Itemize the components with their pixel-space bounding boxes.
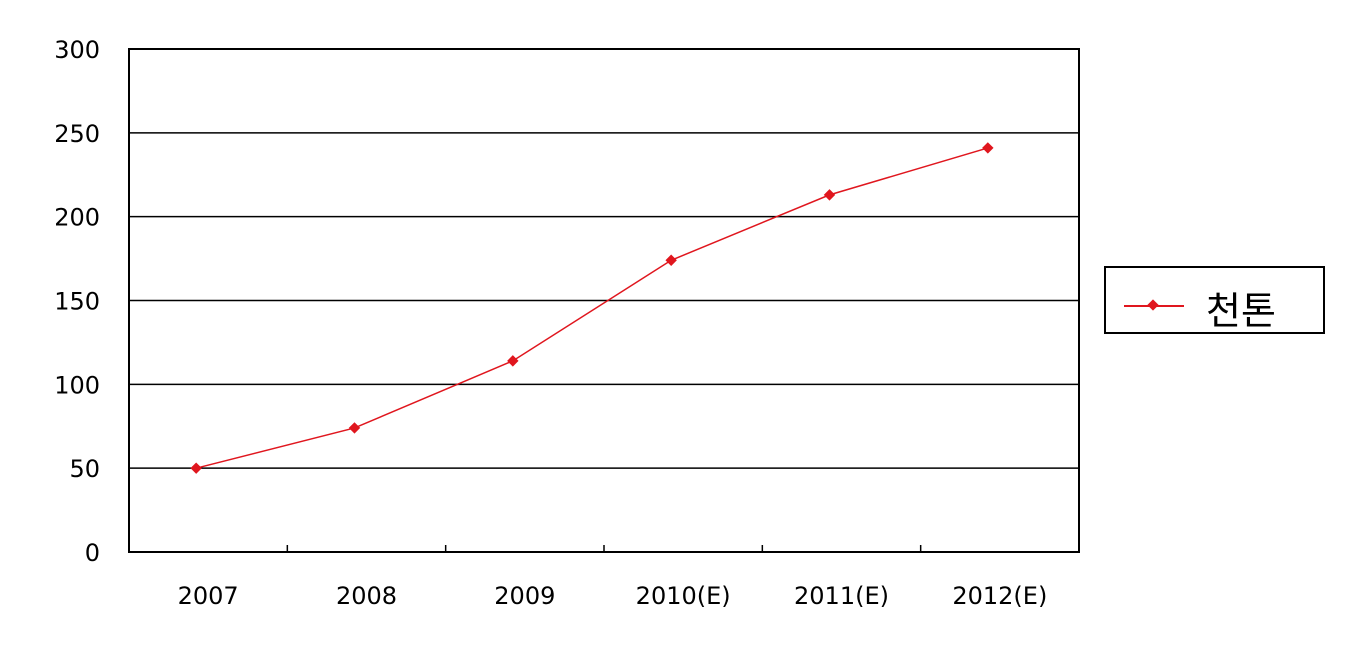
legend-marker-swatch [1147,299,1159,311]
x-tick-label: 2007 [178,582,239,610]
y-axis-tick-labels: 0 50 100 150 200 250 300 [54,36,100,567]
data-point-marker [823,189,836,201]
data-point-marker [507,355,519,367]
y-tick-label: 50 [69,455,100,483]
data-point-marker [348,422,361,434]
y-tick-label: 0 [85,539,100,567]
x-tick-label: 2009 [494,582,555,610]
x-axis-tick-labels: 2007 2008 2009 2010(E) 2011(E) 2012(E) [178,582,1048,610]
data-point-marker [665,254,677,266]
series-line [195,147,989,469]
gridlines [129,132,1079,469]
y-tick-label: 200 [54,204,100,232]
data-point-marker [982,142,994,154]
y-tick-label: 300 [54,36,100,64]
x-tick-label: 2011(E) [794,582,889,610]
y-tick-label: 100 [54,371,100,399]
legend: 천톤 [1104,266,1325,334]
x-tick-label: 2012(E) [952,582,1047,610]
x-axis-ticks [286,545,922,552]
x-tick-label: 2008 [336,582,397,610]
y-tick-label: 150 [54,288,100,316]
data-point-marker [190,462,202,474]
legend-label: 천톤 [1206,289,1276,333]
y-tick-label: 250 [54,120,100,148]
x-tick-label: 2010(E) [636,582,731,610]
series-group [190,142,994,474]
